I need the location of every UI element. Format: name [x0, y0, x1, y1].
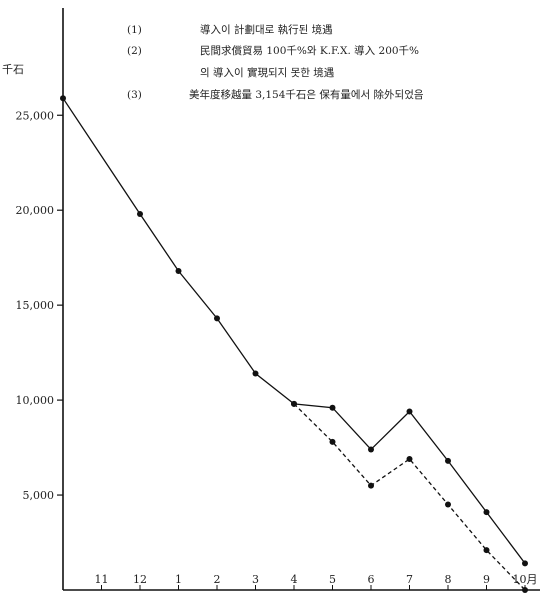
solid-series-point — [252, 370, 259, 377]
dashed-series-point — [406, 456, 413, 462]
solid-series-point — [329, 404, 336, 411]
axes — [62, 8, 540, 591]
note-3-marker: (3) — [127, 89, 142, 101]
x-tick-label: 10月 — [513, 573, 538, 586]
y-tick-label: 10,000 — [16, 394, 55, 407]
solid-series-point — [522, 560, 528, 567]
x-tick-label: 8 — [445, 573, 452, 586]
dashed-series-point — [329, 438, 336, 445]
note-2-marker: (2) — [127, 45, 142, 57]
y-tick-label: 15,000 — [16, 299, 55, 312]
dashed-series-point — [483, 547, 490, 554]
dashed-series-point — [291, 400, 297, 407]
x-ticks: 11 12 1 2 3 4 5 6 7 8 9 10月 — [95, 573, 538, 590]
note-1-marker: (1) — [127, 24, 142, 36]
legend-notes: (1) 導入이 計劃대로 執行된 境遇 (2) 民間求償貿易 100千%와 K.… — [127, 23, 424, 101]
solid-series-point — [214, 315, 220, 322]
solid-series-point — [445, 457, 451, 464]
dashed-series-point — [368, 482, 374, 489]
x-tick-label: 6 — [368, 573, 375, 586]
x-tick-label: 4 — [291, 573, 298, 586]
x-tick-label: 12 — [133, 573, 147, 586]
x-tick-label: 11 — [95, 573, 109, 586]
note-3-text: 美年度移越量 3,154千石은 保有量에서 除外되었음 — [189, 88, 424, 101]
x-tick-label: 7 — [406, 573, 413, 586]
solid-series-point — [483, 509, 490, 516]
dashed-series-point — [522, 587, 528, 593]
x-tick-label: 1 — [175, 573, 182, 586]
solid-series-line — [62, 97, 526, 564]
y-axis-unit-label: 千石 — [2, 63, 24, 76]
dashed-series-point — [445, 501, 451, 508]
y-ticks: 5,000 10,000 15,000 20,000 25,000 — [16, 109, 63, 502]
dashed-series-line — [293, 403, 526, 591]
solid-series-point — [406, 408, 413, 415]
y-tick-label: 25,000 — [16, 109, 55, 122]
solid-series-point — [368, 446, 374, 453]
solid-series-point — [175, 268, 182, 274]
x-tick-label: 3 — [252, 573, 259, 586]
x-tick-label: 5 — [329, 573, 336, 586]
solid-series-point — [137, 211, 143, 217]
x-tick-label: 2 — [214, 573, 221, 586]
note-1-text: 導入이 計劃대로 執行된 境遇 — [200, 23, 333, 36]
y-tick-label: 20,000 — [16, 204, 55, 217]
y-tick-label: 5,000 — [23, 489, 55, 502]
x-tick-label: 9 — [483, 573, 490, 586]
series-layer — [60, 95, 528, 593]
note-2-text: 民間求償貿易 100千%와 K.F.X. 導入 200千% — [200, 44, 419, 57]
note-2-continuation: 의 導入이 實現되지 못한 境遇 — [200, 66, 335, 79]
solid-series-point — [60, 95, 66, 102]
